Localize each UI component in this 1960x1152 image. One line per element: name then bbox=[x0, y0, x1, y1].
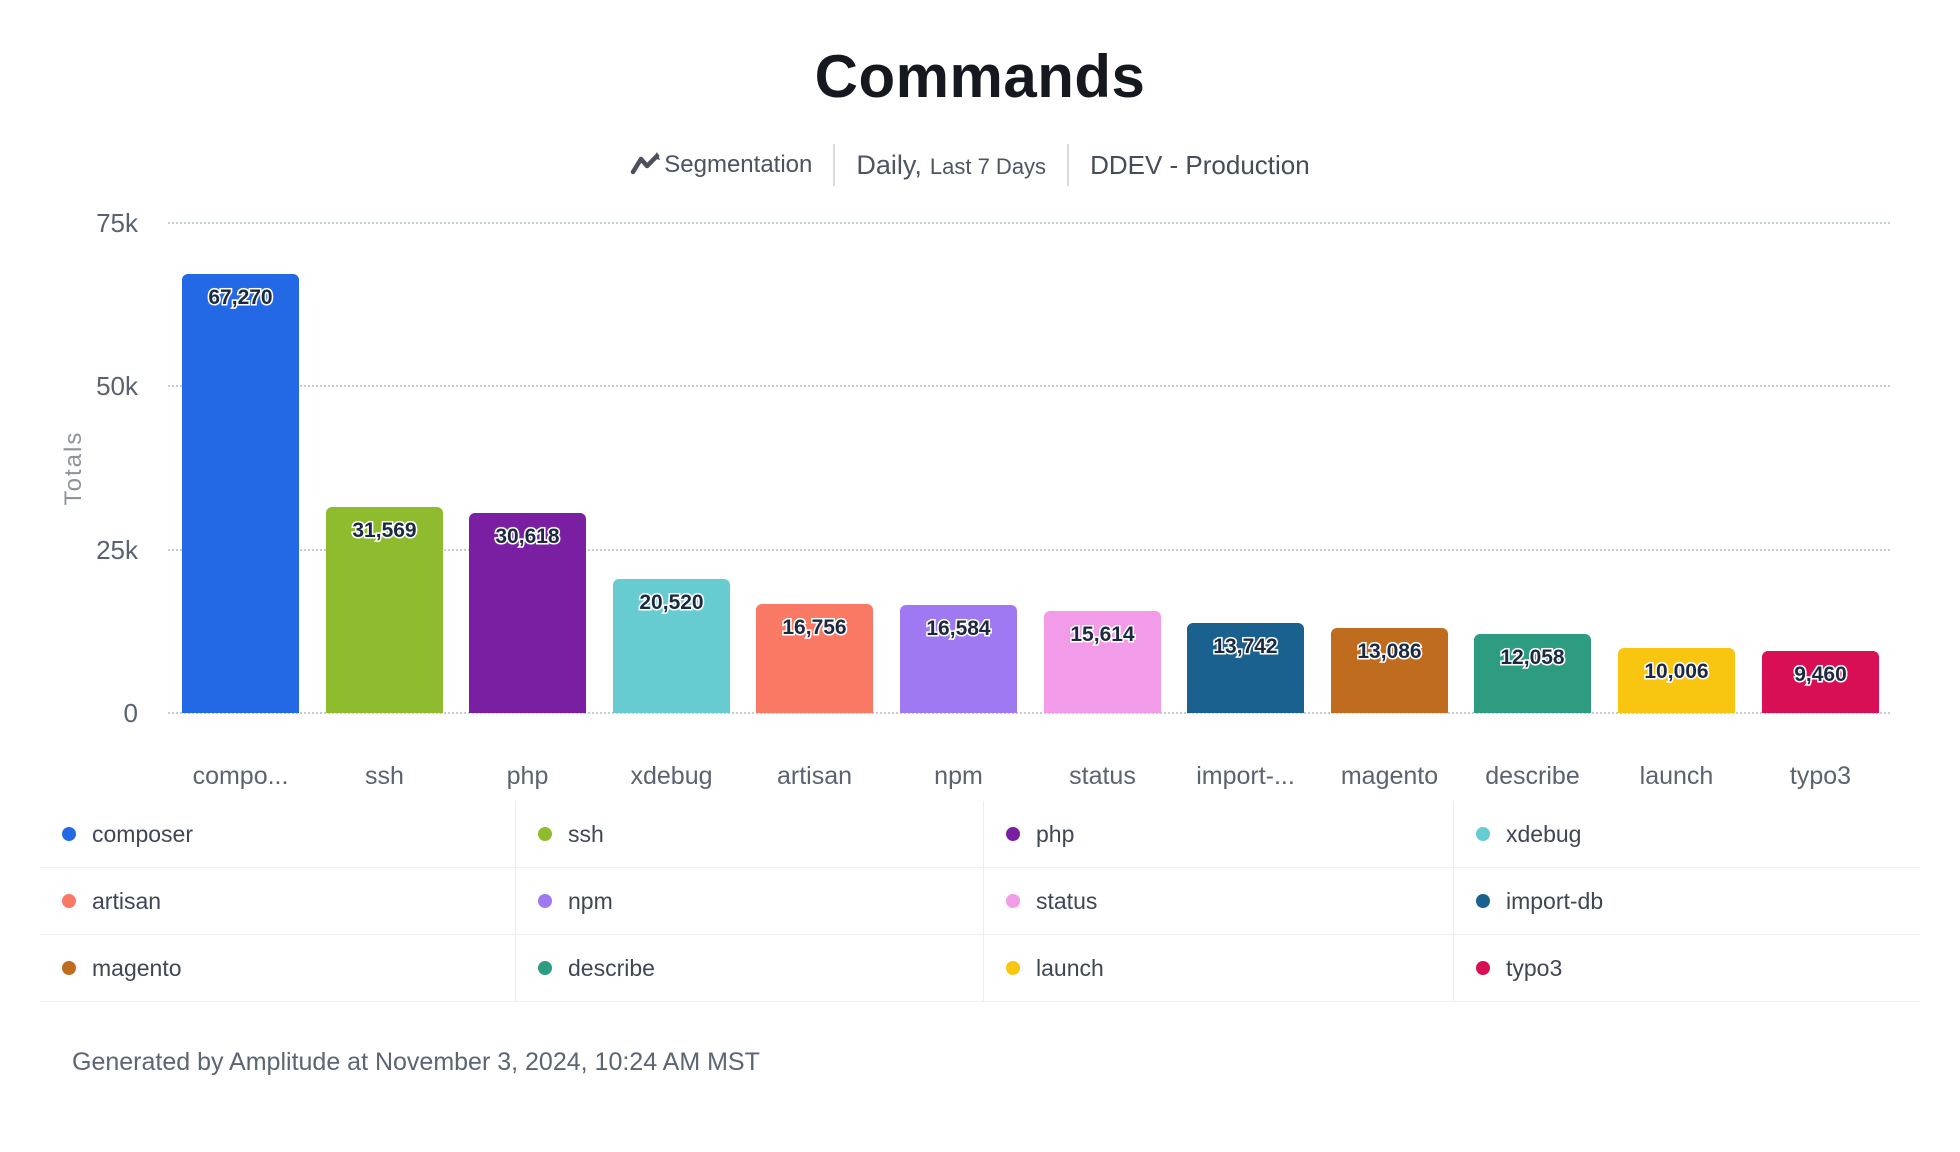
bar-php[interactable]: 30,618 bbox=[469, 512, 586, 713]
legend-item-npm[interactable]: npm bbox=[516, 868, 984, 935]
x-tick-composer: compo... bbox=[192, 762, 289, 790]
x-tick-ssh: ssh bbox=[365, 762, 404, 790]
legend-dot-launch bbox=[1006, 961, 1020, 975]
x-tick-php: php bbox=[506, 762, 549, 790]
date-range-secondary: Last 7 Days bbox=[929, 153, 1047, 179]
legend-item-php[interactable]: php bbox=[984, 801, 1454, 868]
project-name: DDEV - Production bbox=[1090, 149, 1310, 180]
x-tick-typo3: typo3 bbox=[1789, 762, 1852, 790]
legend-item-status[interactable]: status bbox=[984, 868, 1454, 935]
date-range: Daily, Last 7 Days bbox=[835, 150, 1067, 181]
x-tick-launch: launch bbox=[1639, 762, 1714, 790]
legend-item-typo3[interactable]: typo3 bbox=[1454, 935, 1920, 1002]
y-tick-50k: 50k bbox=[96, 371, 138, 402]
legend-item-xdebug[interactable]: xdebug bbox=[1454, 801, 1920, 868]
bar-value-describe: 12,058 bbox=[1499, 645, 1566, 671]
legend-label-composer: composer bbox=[92, 820, 193, 847]
legend-item-artisan[interactable]: artisan bbox=[40, 868, 516, 935]
y-tick-0: 0 bbox=[123, 698, 138, 728]
legend-dot-typo3 bbox=[1476, 961, 1490, 975]
legend-label-import-db: import-db bbox=[1506, 887, 1604, 914]
legend-dot-artisan bbox=[62, 894, 76, 908]
gridline-50k bbox=[168, 385, 1890, 388]
legend-label-xdebug: xdebug bbox=[1506, 820, 1582, 847]
legend-dot-npm bbox=[538, 894, 552, 908]
y-tick-75k: 75k bbox=[96, 208, 138, 238]
subtitle-divider bbox=[833, 144, 836, 186]
legend-dot-describe bbox=[538, 961, 552, 975]
date-range-primary: Daily, bbox=[856, 149, 922, 180]
bar-status[interactable]: 15,614 bbox=[1044, 610, 1161, 713]
chart-legend: composer ssh php xdebug artisan npm status impo… bbox=[40, 801, 1920, 1002]
segmentation-label: Segmentation bbox=[664, 151, 813, 178]
bar-composer[interactable]: 67,270 bbox=[182, 273, 299, 713]
bar-magento[interactable]: 13,086 bbox=[1331, 627, 1448, 713]
bar-value-launch: 10,006 bbox=[1643, 658, 1710, 684]
legend-dot-php bbox=[1006, 827, 1020, 841]
legend-item-composer[interactable]: composer bbox=[40, 801, 516, 868]
bar-typo3[interactable]: 9,460 bbox=[1762, 651, 1879, 713]
subtitle-divider bbox=[1067, 144, 1070, 186]
bar-value-artisan: 16,756 bbox=[781, 614, 848, 640]
bar-value-import-db: 13,742 bbox=[1212, 634, 1279, 660]
bar-value-typo3: 9,460 bbox=[1793, 662, 1849, 688]
legend-dot-composer bbox=[62, 827, 76, 841]
legend-label-launch: launch bbox=[1036, 954, 1104, 981]
bar-ssh[interactable]: 31,569 bbox=[326, 506, 443, 713]
legend-label-magento: magento bbox=[92, 954, 182, 981]
legend-label-describe: describe bbox=[568, 954, 655, 981]
bar-value-status: 15,614 bbox=[1069, 621, 1136, 647]
chart-title: Commands bbox=[814, 43, 1146, 110]
legend-label-npm: npm bbox=[568, 887, 613, 914]
bar-value-npm: 16,584 bbox=[925, 615, 992, 641]
bar-value-ssh: 31,569 bbox=[351, 517, 418, 543]
gridline-25k bbox=[168, 548, 1890, 551]
legend-item-import-db[interactable]: import-db bbox=[1454, 868, 1920, 935]
legend-item-ssh[interactable]: ssh bbox=[516, 801, 984, 868]
legend-dot-ssh bbox=[538, 827, 552, 841]
legend-item-magento[interactable]: magento bbox=[40, 935, 516, 1002]
legend-dot-magento bbox=[62, 961, 76, 975]
bar-artisan[interactable]: 16,756 bbox=[756, 603, 873, 713]
x-tick-xdebug: xdebug bbox=[630, 762, 713, 790]
y-tick-25k: 25k bbox=[96, 534, 138, 565]
x-tick-import-db: import-... bbox=[1196, 762, 1295, 790]
bar-value-xdebug: 20,520 bbox=[638, 589, 705, 615]
legend-label-status: status bbox=[1036, 887, 1098, 914]
segmentation-trend-icon bbox=[629, 151, 661, 183]
legend-label-typo3: typo3 bbox=[1506, 954, 1563, 981]
legend-label-php: php bbox=[1036, 820, 1075, 847]
bar-value-magento: 13,086 bbox=[1356, 638, 1423, 664]
bar-value-composer: 67,270 bbox=[207, 284, 274, 310]
bar-import-db[interactable]: 13,742 bbox=[1187, 623, 1304, 713]
bar-describe[interactable]: 12,058 bbox=[1474, 634, 1591, 713]
x-tick-magento: magento bbox=[1340, 762, 1439, 790]
bar-npm[interactable]: 16,584 bbox=[900, 604, 1017, 713]
legend-label-ssh: ssh bbox=[568, 820, 604, 847]
x-tick-describe: describe bbox=[1485, 762, 1580, 790]
gridline-0 bbox=[168, 712, 1890, 714]
bar-xdebug[interactable]: 20,520 bbox=[613, 578, 730, 713]
y-axis-label: Totals bbox=[60, 430, 87, 506]
legend-dot-status bbox=[1006, 894, 1020, 908]
generated-by-footer: Generated by Amplitude at November 3, 20… bbox=[72, 1048, 760, 1076]
x-tick-npm: npm bbox=[934, 762, 983, 790]
legend-item-describe[interactable]: describe bbox=[516, 935, 984, 1002]
chart-subtitle-bar: Segmentation Daily, Last 7 Days DDEV - P… bbox=[0, 140, 1960, 190]
legend-item-launch[interactable]: launch bbox=[984, 935, 1454, 1002]
legend-dot-import-db bbox=[1476, 894, 1490, 908]
segmentation-chip: Segmentation bbox=[629, 149, 833, 181]
project-name-chip: DDEV - Production bbox=[1069, 150, 1331, 181]
x-tick-status: status bbox=[1069, 762, 1136, 790]
bar-value-php: 30,618 bbox=[494, 523, 561, 549]
legend-label-artisan: artisan bbox=[92, 887, 162, 914]
bar-launch[interactable]: 10,006 bbox=[1618, 647, 1735, 713]
gridline-75k bbox=[168, 222, 1890, 224]
legend-dot-xdebug bbox=[1476, 827, 1490, 841]
x-tick-artisan: artisan bbox=[776, 762, 853, 790]
